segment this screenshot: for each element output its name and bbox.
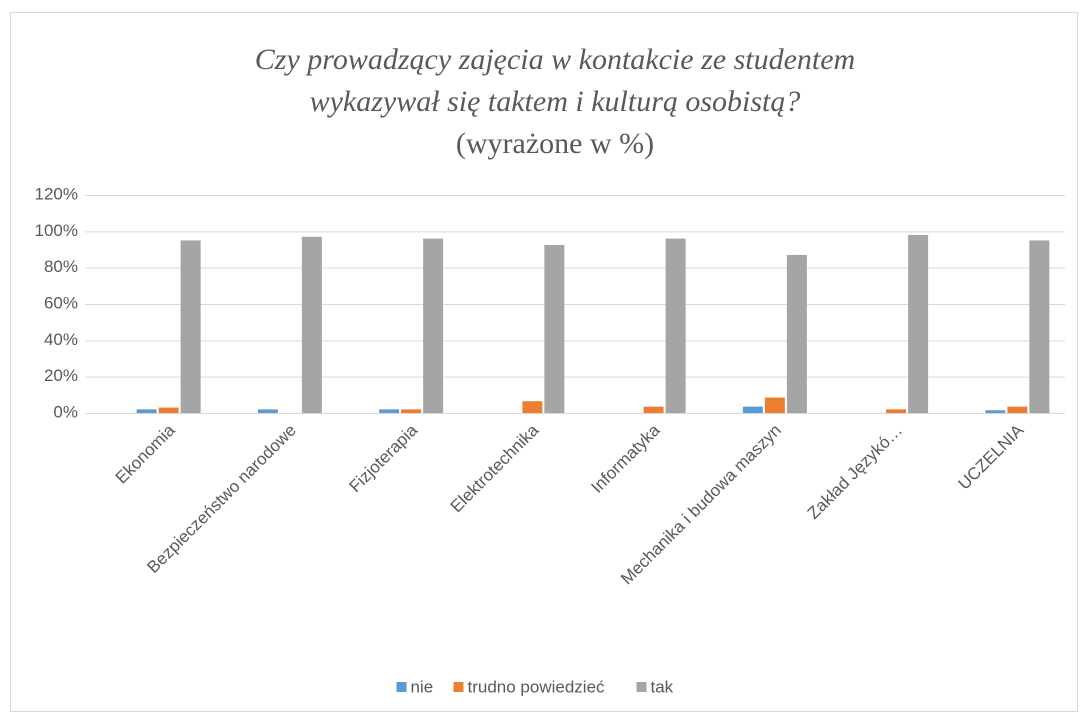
- bar: [786, 254, 807, 413]
- bar: [643, 406, 664, 413]
- legend-swatch: [453, 682, 464, 692]
- bar: [522, 401, 543, 413]
- bar: [301, 236, 322, 413]
- bar: [423, 238, 444, 413]
- bar: [257, 409, 278, 413]
- bar: [158, 407, 179, 413]
- bar: [379, 409, 400, 413]
- bar: [908, 234, 929, 413]
- bar: [136, 409, 157, 413]
- bar: [886, 409, 907, 413]
- legend-label: nie: [411, 677, 434, 696]
- y-tick-label: 120%: [35, 184, 78, 203]
- legend-swatch: [396, 682, 407, 692]
- legend-label: trudno powiedzieć: [468, 677, 606, 696]
- bar: [985, 410, 1006, 413]
- bar: [1007, 406, 1028, 413]
- chart-title: wykazywał się taktem i kulturą osobistą?: [310, 85, 801, 118]
- chart-title: Czy prowadzący zajęcia w kontakcie ze st…: [255, 43, 855, 76]
- bar: [180, 240, 201, 413]
- y-tick-label: 0%: [53, 402, 78, 421]
- bar: [764, 397, 785, 413]
- bar: [1029, 240, 1050, 413]
- legend-swatch: [636, 682, 647, 692]
- legend-label: tak: [651, 677, 674, 696]
- y-tick-label: 60%: [44, 293, 78, 312]
- bar: [544, 244, 565, 413]
- chart-subtitle: (wyrażone w %): [456, 127, 654, 160]
- bar: [665, 238, 686, 413]
- y-tick-label: 40%: [44, 330, 78, 349]
- y-tick-label: 20%: [44, 366, 78, 385]
- y-tick-label: 100%: [35, 221, 78, 240]
- bar: [401, 409, 422, 413]
- bar: [742, 406, 763, 413]
- y-tick-label: 80%: [44, 257, 78, 276]
